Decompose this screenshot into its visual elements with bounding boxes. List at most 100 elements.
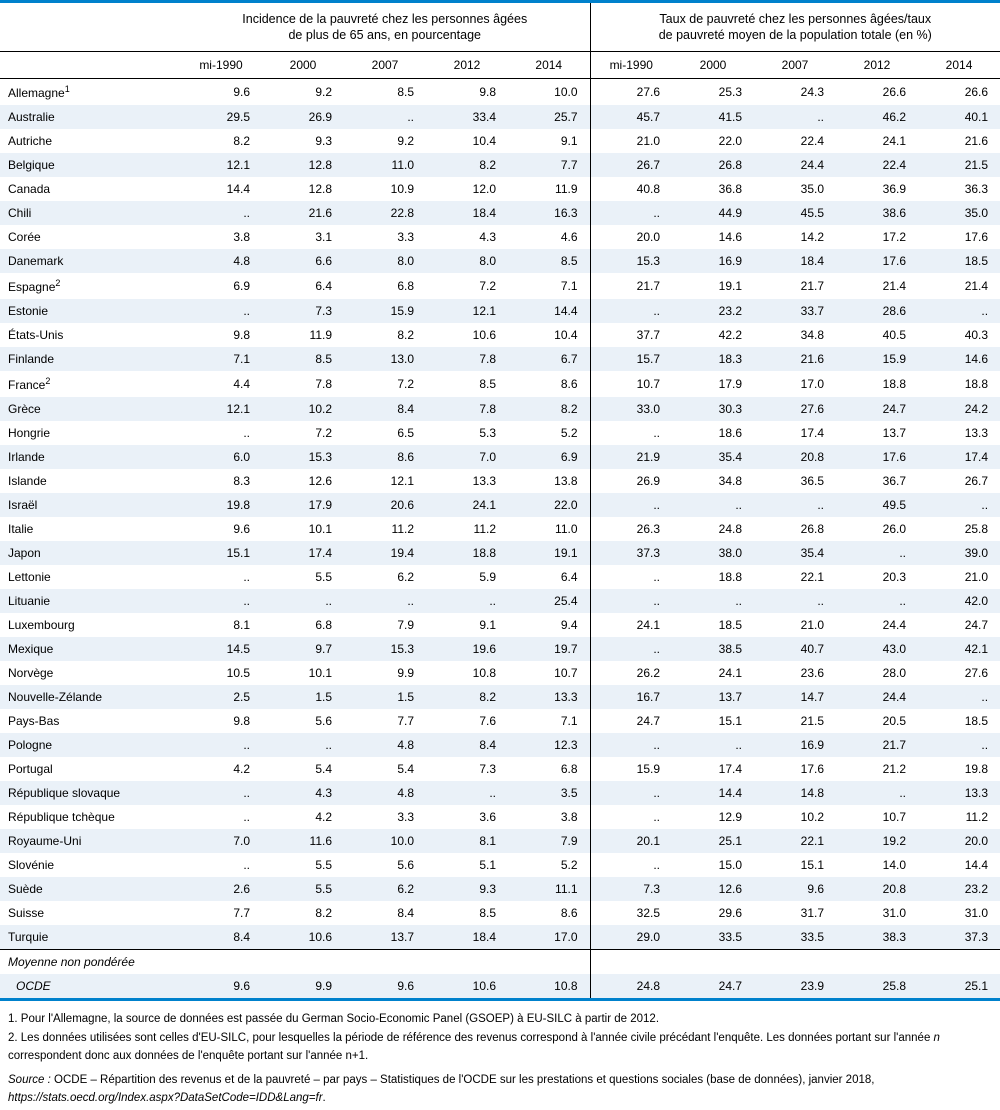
country-cell: Canada [0,177,180,201]
value-cell: 5.4 [262,757,344,781]
value-cell: 3.3 [344,225,426,249]
value-cell: 37.3 [590,541,672,565]
value-cell: 11.2 [344,517,426,541]
value-cell: 9.1 [508,129,590,153]
value-cell: .. [180,421,262,445]
value-cell: 8.1 [180,613,262,637]
year-header: 2014 [508,51,590,78]
value-cell: 35.0 [754,177,836,201]
average-value-cell: 23.9 [754,974,836,1000]
table-row: États-Unis9.811.98.210.610.437.742.234.8… [0,323,1000,347]
value-cell: .. [918,733,1000,757]
value-cell: 24.2 [918,397,1000,421]
value-cell: 8.4 [426,733,508,757]
table-row: Israël19.817.920.624.122.0......49.5.. [0,493,1000,517]
value-cell: 8.2 [508,397,590,421]
table-row: Royaume-Uni7.011.610.08.17.920.125.122.1… [0,829,1000,853]
value-cell: .. [590,421,672,445]
value-cell: 10.8 [426,661,508,685]
table-row: Islande8.312.612.113.313.826.934.836.536… [0,469,1000,493]
value-cell: 20.0 [918,829,1000,853]
footnote-2: 2. Les données utilisées sont celles d'E… [8,1030,992,1066]
country-cell: Israël [0,493,180,517]
country-cell: Lituanie [0,589,180,613]
group-header-left-line1: Incidence de la pauvreté chez les person… [242,12,527,26]
value-cell: .. [590,201,672,225]
value-cell: 18.8 [836,371,918,397]
value-cell: 17.9 [262,493,344,517]
value-cell: 6.5 [344,421,426,445]
value-cell: 17.4 [672,757,754,781]
value-cell: 15.9 [590,757,672,781]
value-cell: 7.7 [508,153,590,177]
value-cell: 7.3 [262,299,344,323]
table-header: Incidence de la pauvreté chez les person… [0,3,1000,78]
country-cell: États-Unis [0,323,180,347]
value-cell: 12.6 [672,877,754,901]
value-cell: 26.2 [590,661,672,685]
table-row: Corée3.83.13.34.34.620.014.614.217.217.6 [0,225,1000,249]
value-cell: 13.7 [836,421,918,445]
value-cell: 24.4 [754,153,836,177]
country-column-header [0,3,180,51]
value-cell: 14.4 [918,853,1000,877]
country-cell: Suède [0,877,180,901]
value-cell: 40.7 [754,637,836,661]
value-cell: 38.3 [836,925,918,950]
value-cell: 27.6 [590,78,672,105]
value-cell: .. [918,685,1000,709]
value-cell: 24.4 [836,685,918,709]
table-row: Estonie..7.315.912.114.4..23.233.728.6.. [0,299,1000,323]
value-cell: 9.8 [180,709,262,733]
value-cell: 26.8 [754,517,836,541]
value-cell: 6.9 [508,445,590,469]
value-cell: 5.6 [262,709,344,733]
value-cell: 10.7 [508,661,590,685]
value-cell: 22.0 [508,493,590,517]
value-cell: 7.6 [426,709,508,733]
value-cell: 6.7 [508,347,590,371]
value-cell: 29.0 [590,925,672,950]
table-body: Allemagne19.69.28.59.810.027.625.324.326… [0,78,1000,999]
value-cell: 25.1 [672,829,754,853]
country-cell: Luxembourg [0,613,180,637]
table-row: Danemark4.86.68.08.08.515.316.918.417.61… [0,249,1000,273]
country-cell: Norvège [0,661,180,685]
country-cell: Nouvelle-Zélande [0,685,180,709]
value-cell: 19.1 [672,273,754,299]
value-cell: 26.8 [672,153,754,177]
value-cell: .. [836,541,918,565]
value-cell: 17.9 [672,371,754,397]
value-cell: 7.2 [426,273,508,299]
country-cell: Slovénie [0,853,180,877]
value-cell: 11.9 [262,323,344,347]
value-cell: 6.0 [180,445,262,469]
value-cell: 11.0 [508,517,590,541]
value-cell: 9.6 [180,517,262,541]
value-cell: 13.8 [508,469,590,493]
value-cell: 26.7 [590,153,672,177]
table-row: Finlande7.18.513.07.86.715.718.321.615.9… [0,347,1000,371]
value-cell: 34.8 [754,323,836,347]
value-cell: 15.1 [180,541,262,565]
table-row: Autriche8.29.39.210.49.121.022.022.424.1… [0,129,1000,153]
value-cell: 9.7 [262,637,344,661]
country-cell: Pologne [0,733,180,757]
value-cell: 7.1 [180,347,262,371]
year-header: 2000 [672,51,754,78]
value-cell: 13.3 [918,421,1000,445]
value-cell: 4.8 [180,249,262,273]
value-cell: 4.3 [262,781,344,805]
value-cell: 10.6 [426,323,508,347]
country-cell: Belgique [0,153,180,177]
value-cell: 14.6 [672,225,754,249]
value-cell: 38.6 [836,201,918,225]
value-cell: 9.4 [508,613,590,637]
value-cell: .. [590,565,672,589]
value-cell: 8.5 [508,249,590,273]
value-cell: 21.0 [590,129,672,153]
value-cell: 45.7 [590,105,672,129]
value-cell: 24.7 [836,397,918,421]
footnote-1: 1. Pour l'Allemagne, la source de donnée… [8,1011,992,1029]
value-cell: 20.8 [836,877,918,901]
